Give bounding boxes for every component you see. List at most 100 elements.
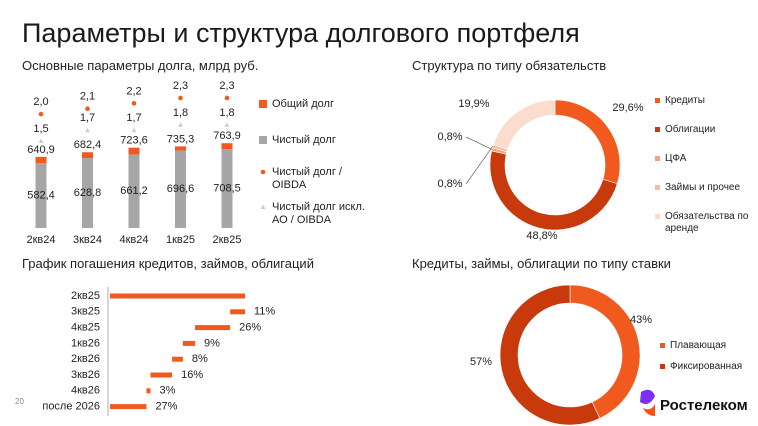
y-tick-label: 3кв25 [71, 306, 100, 318]
x-tick-label: 1кв25 [166, 234, 195, 246]
value-label: 1,5 [33, 123, 48, 135]
value-label: 1,7 [80, 112, 95, 124]
y-tick-label: 2кв26 [71, 353, 100, 365]
bar-total [82, 152, 93, 159]
legend-marker [655, 98, 660, 103]
legend-marker [260, 169, 266, 175]
bar-net [82, 158, 93, 228]
ratio-triangle [224, 122, 230, 127]
legend-marker [655, 156, 660, 161]
leader-line [465, 136, 493, 150]
y-tick-label: 4кв25 [71, 322, 100, 334]
value-label: 0,8% [437, 178, 462, 190]
value-label: 19,9% [458, 98, 489, 110]
value-label: 723,6 [120, 135, 148, 147]
bar [146, 388, 151, 394]
bar-total [35, 156, 47, 164]
legend-label: Займы и прочее [665, 182, 741, 193]
bar-net [35, 163, 47, 228]
value-label: 763,9 [213, 130, 241, 142]
value-label: 27% [155, 401, 177, 413]
y-tick-label: 4кв26 [71, 385, 100, 397]
value-label: 0,8% [437, 131, 462, 143]
legend-label: Фиксированная [670, 361, 743, 372]
legend-label: Чистый долг / OIBDA [272, 166, 342, 191]
value-label: 48,8% [526, 230, 557, 242]
value-label: 1,8 [219, 107, 234, 119]
value-label: 661,2 [120, 185, 148, 197]
value-label: 582,4 [27, 190, 55, 202]
y-tick-label: 2кв25 [71, 290, 100, 302]
chart-title: Структура по типу обязательств [412, 58, 607, 73]
page-title: Параметры и структура долгового портфеля [22, 18, 580, 48]
legend-marker [259, 100, 267, 108]
value-label: 29,6% [612, 102, 643, 114]
bar [195, 325, 231, 331]
bar-total [175, 146, 186, 151]
value-label: 8% [192, 353, 208, 365]
y-tick-label: 1кв26 [71, 337, 100, 349]
legend-label: Кредиты [665, 95, 705, 106]
legend-marker [260, 204, 266, 209]
ratio-triangle [131, 127, 137, 133]
x-tick-label: 2кв24 [26, 234, 55, 246]
value-label: 2,0 [33, 96, 48, 108]
legend-label: Облигации [665, 124, 716, 135]
bar-total [221, 143, 233, 150]
ratio-dot [85, 106, 90, 112]
donut-slice [489, 150, 618, 231]
value-label: 1,8 [173, 107, 188, 119]
donut-slice [569, 284, 641, 419]
legend-label: Обязательства по аренде [665, 211, 749, 234]
value-label: 9% [204, 337, 220, 349]
value-label: 2,3 [219, 80, 234, 92]
value-label: 3% [160, 385, 176, 397]
value-label: 1,7 [126, 112, 141, 124]
value-label: 43% [630, 314, 652, 326]
value-label: 26% [239, 322, 261, 334]
legend-label: Плавающая [670, 340, 727, 351]
bar [150, 372, 173, 378]
x-tick-label: 3кв24 [73, 234, 102, 246]
bar-net [128, 154, 140, 228]
value-label: 2,3 [173, 80, 188, 92]
chart-title: График погашения кредитов, займов, облиг… [22, 256, 314, 271]
chart-title: Кредиты, займы, облигации по типу ставки [412, 256, 671, 271]
logo-icon [643, 404, 655, 416]
value-label: 11% [254, 306, 275, 318]
legend-label: Чистый долг [272, 134, 336, 146]
value-label: 57% [470, 356, 492, 368]
ratio-dot [131, 101, 137, 106]
bar [172, 356, 183, 362]
value-label: 640,9 [27, 144, 55, 156]
bar [110, 293, 245, 299]
value-label: 16% [181, 369, 203, 381]
bar [182, 340, 196, 346]
value-label: 682,4 [74, 139, 102, 151]
donut-slice [499, 284, 601, 426]
value-label: 2,2 [126, 85, 141, 97]
page-number: 20 [15, 397, 24, 406]
bar-net [175, 150, 186, 228]
value-label: 708,5 [213, 183, 241, 195]
legend-label: Чистый долг искл. АО / OIBDA [272, 201, 365, 226]
bar [110, 404, 147, 410]
value-label: 696,6 [167, 183, 195, 195]
value-label: 735,3 [167, 133, 195, 145]
donut-slice [554, 99, 621, 185]
logo-text: Ростелеком [660, 397, 748, 414]
ratio-dot [224, 95, 230, 101]
ratio-dot [178, 95, 183, 101]
leader-line [465, 145, 494, 185]
donut-slice [492, 99, 556, 150]
logo-icon [640, 389, 655, 404]
value-label: 628,8 [74, 187, 102, 199]
y-tick-label: после 2026 [42, 401, 100, 413]
legend-marker [655, 214, 660, 219]
legend-marker [259, 136, 267, 144]
bar [230, 309, 245, 315]
ratio-dot [38, 111, 44, 117]
legend-marker [660, 364, 665, 369]
